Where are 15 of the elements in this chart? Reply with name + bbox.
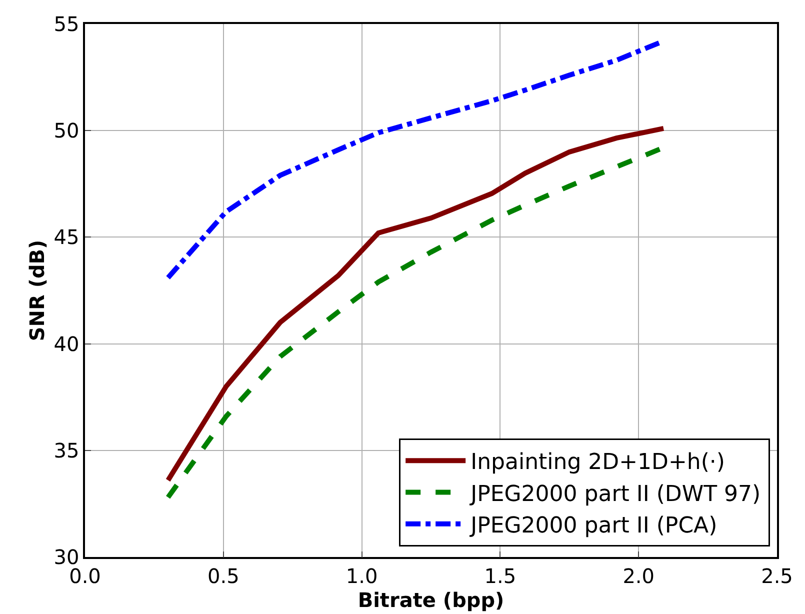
- legend-label: JPEG2000 part II (PCA): [468, 513, 718, 538]
- y-tick-label: 35: [54, 438, 80, 462]
- y-axis-title: SNR (dB): [24, 240, 49, 342]
- y-tick-label: 45: [54, 225, 80, 250]
- legend-label: JPEG2000 part II (DWT 97): [468, 482, 761, 507]
- y-tick-label: 50: [54, 118, 80, 143]
- y-tick-label: 40: [54, 332, 80, 356]
- x-tick-label: 1.0: [346, 564, 378, 588]
- x-tick-label: 0.5: [207, 564, 240, 588]
- x-tick-label: 1.5: [484, 564, 516, 588]
- y-tick-label: 55: [54, 12, 80, 36]
- x-axis-title: Bitrate (bpp): [358, 588, 504, 612]
- x-tick-label: 2.5: [761, 564, 793, 588]
- x-tick-label: 2.0: [622, 564, 655, 588]
- legend-label: Inpainting 2D+1D+h(·): [470, 450, 725, 476]
